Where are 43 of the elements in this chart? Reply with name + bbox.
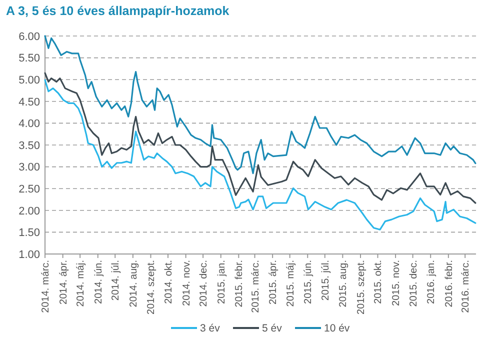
y-tick-label: 2.00 [18,205,40,218]
x-tick-label: 2015. ápr. [268,260,280,304]
y-tick-label: 3.00 [18,162,40,174]
legend-label: 3 év [200,322,221,335]
x-tick-label: 2015. máj. [285,260,296,307]
x-tick-label: 2015. márc. [250,260,262,313]
x-tick-label: 2015. júl. [320,260,332,301]
line-series [44,79,476,230]
x-tick-label: 2014. dec. [198,260,210,307]
x-tick-label: 2014. aug. [128,260,140,308]
x-tick-label: 2015. jan. [216,260,228,304]
y-tick-label: 2.50 [18,183,40,196]
x-tick-label: 2015. okt. [373,260,384,304]
y-tick-label: 1.00 [18,248,40,261]
y-tick-label: 6.00 [18,30,40,43]
x-tick-label: 2014. márc. [40,260,52,313]
legend-label: 5 év [262,322,283,335]
x-tick-label: 2014. jún. [93,260,104,304]
y-tick-label: 1.50 [18,227,40,240]
x-tick-label: 2016. jan. [426,260,438,304]
y-tick-label: 3.50 [18,140,40,152]
line-series [44,72,476,204]
chart-title: A 3, 5 és 10 éves állampapír-hozamok [6,4,230,18]
x-tick-label: 2015. dec. [408,260,420,307]
x-tick-label: 2016. márc. [460,260,472,313]
x-tick-label: 2014. máj. [76,260,87,307]
x-tick-label: 2014. nov. [181,260,192,306]
legend-label: 10 év [324,322,350,335]
x-tick-label: 2014. ápr. [58,260,70,304]
x-tick-label: 2015. aug. [338,260,350,308]
y-tick-label: 5.00 [18,74,40,86]
y-tick-label: 4.50 [18,96,40,108]
x-tick-label: 2014. okt. [163,260,174,304]
x-tick-label: 2014. szept. [146,260,158,314]
x-tick-label: 2015. febr. [234,260,246,308]
x-tick-label: 2015. nov. [391,260,402,306]
y-tick-label: 4.00 [18,118,40,130]
x-tick-label: 2014. júl. [110,260,122,301]
x-tick-label: 2015. jún. [303,260,314,304]
line-series [44,35,476,174]
x-tick-label: 2015. szept. [356,260,367,314]
y-tick-label: 5.50 [18,52,40,65]
x-tick-label: 2016. febr. [444,260,455,308]
